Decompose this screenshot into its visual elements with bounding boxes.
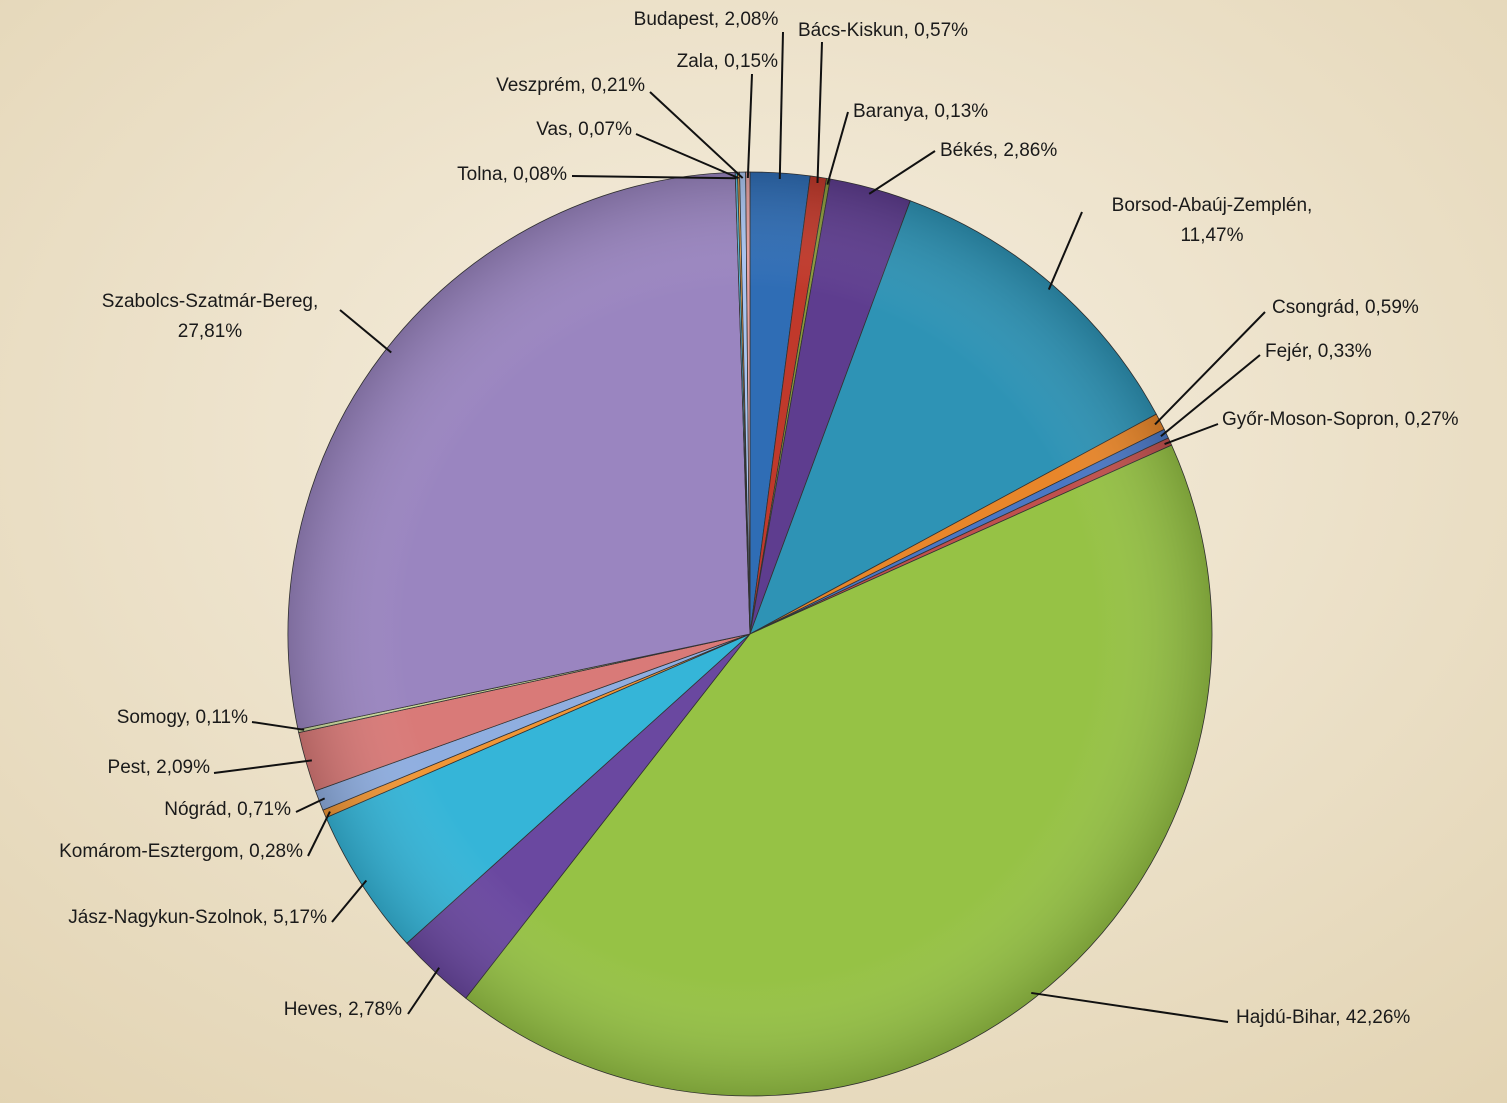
leader-line	[251, 721, 305, 731]
data-label: Vas, 0,07%	[536, 119, 632, 140]
data-label: Komárom-Esztergom, 0,28%	[59, 841, 303, 862]
data-label: Hajdú-Bihar, 42,26%	[1236, 1007, 1410, 1028]
leader-line	[746, 73, 753, 179]
leader-line	[826, 111, 849, 185]
leader-line	[1154, 311, 1266, 426]
leader-line	[1160, 354, 1261, 438]
data-label: Jász-Nagykun-Szolnok, 5,17%	[68, 907, 327, 928]
leader-line	[816, 41, 823, 184]
data-label: Győr-Moson-Sopron, 0,27%	[1222, 409, 1459, 430]
data-label: Bács-Kiskun, 0,57%	[798, 20, 968, 41]
leader-line	[868, 150, 936, 195]
data-label: Borsod-Abaúj-Zemplén, 11,47%	[1112, 195, 1313, 246]
leader-line	[307, 811, 331, 857]
leader-line	[1047, 211, 1083, 290]
data-label: Tolna, 0,08%	[457, 164, 567, 185]
data-label: Pest, 2,09%	[108, 757, 211, 778]
leader-line	[331, 879, 368, 923]
leader-line	[1164, 423, 1219, 445]
leader-line	[407, 967, 440, 1015]
data-label: Veszprém, 0,21%	[496, 75, 645, 96]
data-label: Békés, 2,86%	[940, 140, 1057, 161]
leader-line	[1031, 991, 1229, 1023]
data-label: Baranya, 0,13%	[853, 101, 988, 122]
leader-line	[213, 759, 312, 774]
leader-line	[649, 91, 744, 179]
data-label: Szabolcs-Szatmár-Bereg, 27,81%	[102, 291, 318, 342]
data-label: Heves, 2,78%	[284, 999, 402, 1020]
leader-line	[635, 133, 740, 180]
leader-line	[571, 175, 737, 180]
leader-line	[339, 309, 392, 354]
leader-line	[778, 31, 784, 179]
leader-line	[295, 797, 326, 813]
data-label: Budapest, 2,08%	[634, 9, 779, 30]
data-label: Csongrád, 0,59%	[1272, 297, 1419, 318]
data-label: Nógrád, 0,71%	[164, 799, 291, 820]
data-label: Somogy, 0,11%	[117, 707, 248, 728]
data-label: Zala, 0,15%	[677, 51, 778, 72]
data-label: Fejér, 0,33%	[1265, 341, 1372, 362]
